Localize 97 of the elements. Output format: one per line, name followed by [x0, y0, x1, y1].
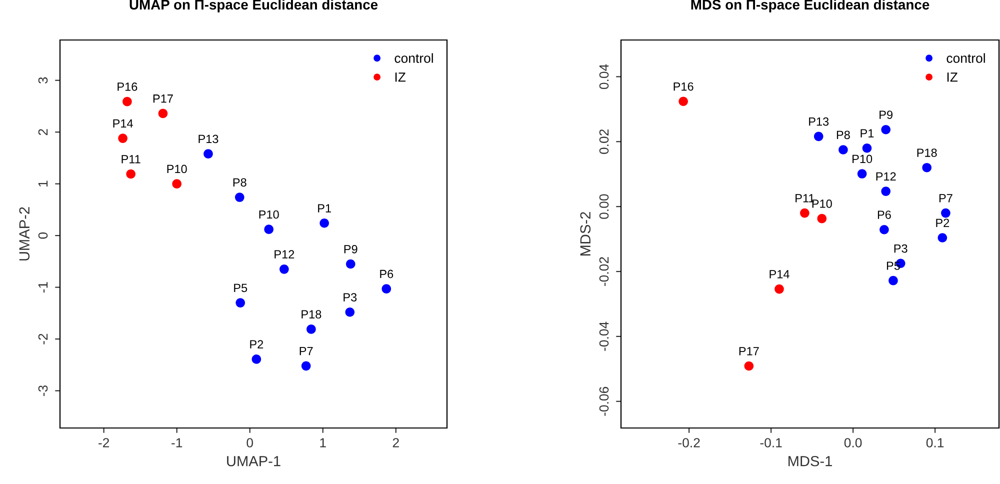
x-tick-label: 0 [246, 438, 253, 448]
point [382, 284, 392, 294]
y-tick-label: -0.06 [599, 386, 609, 416]
x-tick-label: -0.2 [678, 438, 700, 448]
point [941, 208, 950, 218]
annotation: P8 [836, 130, 850, 140]
point [838, 145, 848, 154]
y-tick-label: -0.04 [599, 322, 609, 351]
annotation: P6 [878, 210, 891, 219]
point [301, 361, 311, 371]
point [881, 186, 891, 196]
annotation: P1 [860, 129, 874, 138]
annotation: P5 [886, 262, 900, 270]
y-tick-label: -3 [38, 385, 48, 396]
annotation: P17 [739, 347, 759, 356]
point [172, 179, 182, 188]
point [320, 218, 329, 228]
annotation: P10 [852, 154, 872, 164]
point [800, 208, 810, 218]
point [306, 324, 316, 334]
point [236, 298, 246, 308]
point [817, 214, 827, 224]
annotation: P18 [302, 310, 322, 319]
annotation: P11 [796, 194, 814, 202]
annotation: P10 [259, 210, 279, 219]
y-axis-title: UMAP-2 [19, 207, 30, 260]
y-tick-label: 1 [38, 180, 48, 186]
point [880, 224, 889, 234]
y-tick-label: 3 [38, 77, 48, 84]
annotation: P2 [250, 340, 264, 348]
annotation: P12 [274, 250, 294, 258]
point [126, 169, 136, 179]
y-tick-label: -1 [38, 282, 48, 293]
y-tick-label: -0.02 [599, 257, 609, 286]
annotation: P5 [234, 284, 248, 292]
y-tick-label: 0 [38, 232, 48, 239]
x-tick-label: 2 [392, 438, 399, 448]
annotation: P18 [917, 148, 937, 157]
annotation: P7 [939, 194, 952, 202]
annotation: P16 [674, 82, 694, 91]
point [122, 96, 132, 106]
annotation: P3 [894, 244, 908, 253]
legend-label: control [394, 53, 433, 63]
x-tick-label: 0.1 [926, 438, 944, 448]
annotation: P14 [770, 270, 790, 278]
annotation: P13 [198, 134, 218, 144]
annotation: P9 [880, 110, 893, 119]
legend-label: IZ [395, 72, 406, 82]
point [158, 108, 168, 118]
annotation: P13 [809, 117, 829, 126]
x-axis-title: UMAP-1 [227, 456, 280, 466]
annotation: P10 [167, 164, 187, 174]
point [862, 143, 872, 153]
annotation: P16 [118, 82, 138, 91]
point [744, 361, 754, 371]
point [857, 169, 867, 178]
point [264, 224, 274, 234]
annotation: P17 [153, 94, 173, 103]
annotation: P10 [812, 200, 832, 208]
y-tick-label: 0.04 [599, 64, 609, 90]
point [252, 354, 262, 364]
legend-label: control [946, 53, 985, 63]
point [938, 233, 948, 242]
y-tick-label: 2 [38, 129, 48, 136]
point [774, 284, 784, 294]
point [345, 307, 355, 317]
point [234, 192, 244, 202]
point [922, 162, 932, 172]
legend-label: IZ [947, 72, 958, 82]
annotation: P6 [380, 270, 394, 278]
y-tick-label: 0.02 [599, 129, 609, 154]
point [346, 259, 356, 269]
annotation: P11 [122, 155, 140, 164]
annotation: P3 [344, 293, 357, 302]
point [678, 96, 688, 106]
x-tick-label: -2 [98, 438, 110, 448]
x-tick-label: -0.1 [760, 438, 782, 448]
point [814, 132, 824, 142]
point [204, 149, 213, 158]
annotation: P1 [318, 204, 331, 212]
y-axis-title: MDS-2 [580, 212, 591, 256]
x-tick-label: -1 [172, 438, 182, 448]
x-tick-label: 0.0 [844, 438, 862, 448]
y-tick-label: -2 [38, 334, 48, 344]
annotation: P2 [936, 218, 950, 227]
point [888, 276, 898, 286]
point [118, 134, 128, 143]
annotation: P8 [233, 178, 246, 187]
y-tick-label: 0.00 [599, 194, 609, 219]
point [280, 264, 289, 274]
x-tick-label: 1 [320, 438, 326, 448]
annotation: P12 [876, 172, 896, 181]
annotation: P14 [113, 119, 133, 128]
annotation: P9 [344, 244, 358, 254]
annotation: P7 [300, 347, 313, 356]
point [881, 124, 891, 134]
x-axis-title: MDS-1 [788, 456, 832, 466]
